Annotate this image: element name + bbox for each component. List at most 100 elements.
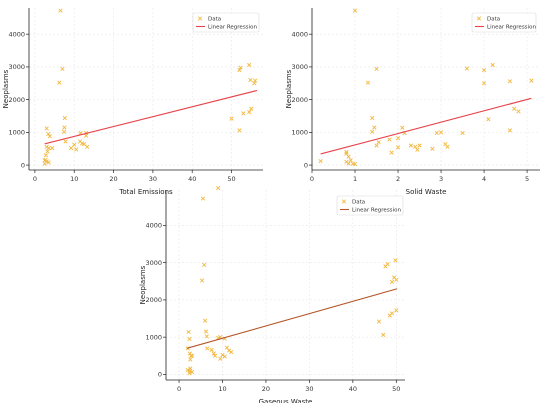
data-point [252,81,257,86]
data-point [45,149,50,154]
data-point [389,150,394,155]
data-point [389,279,395,285]
y-tick-label: 1000 [8,129,25,137]
x-tick-label: 0 [33,175,37,183]
chart-2: 0 1 2 3 4 5 0 1000 2000 3000 4000 Solid Waste Neopla… [285,8,540,196]
data-point [374,66,379,71]
data-point [393,258,398,263]
x-tick-label: 20 [109,175,117,183]
x-tick-label: 30 [305,385,313,393]
data-point [395,136,401,141]
data-point [344,151,349,156]
data-point [189,353,194,358]
legend-marker-data [341,199,347,204]
data-point [385,262,390,267]
data-point [43,153,49,158]
data-point [507,128,513,133]
y-tick-label: 3000 [145,259,162,267]
y-tick-label: 3000 [291,63,308,71]
legend-box [192,12,260,33]
legend-label-data: Data [208,17,221,23]
data-point [460,130,465,136]
data-point [200,196,206,201]
y-axis-label: Neoplasms [2,69,10,108]
data-point [203,329,209,334]
data-point [46,145,51,151]
data-point [187,336,192,342]
data-point [216,186,221,191]
chart-3: 0 10 20 30 40 50 0 1000 2000 3000 4000 Gaseous Wast… [139,186,405,403]
data-point [44,144,49,149]
data-point [189,353,195,358]
data-point [507,79,513,84]
data-point [249,106,254,111]
data-point [220,352,225,358]
data-point [187,371,192,376]
data-point [516,109,521,114]
data-point [464,66,469,71]
x-axis-label: Solid Waste [406,188,447,196]
data-point [490,62,495,68]
data-point [188,357,193,362]
data-point [434,130,439,136]
data-point [229,349,234,355]
x-tick-label: 40 [349,385,357,393]
chart-1: 0 10 20 30 40 50 0 1000 2000 3000 4000 Total Emissi… [2,8,263,196]
data-point [186,329,191,335]
data-point [248,77,253,83]
data-point [376,140,381,145]
data-point [352,8,358,13]
data-point [224,345,229,350]
y-tick-label: 2000 [145,296,162,304]
data-point [68,145,74,151]
data-point [389,311,395,316]
data-point [238,65,243,70]
x-tick-label: 20 [262,385,270,393]
legend-marker-data [197,16,203,21]
data-point [241,111,246,116]
data-point [50,145,55,151]
data-point [381,332,386,338]
data-point [47,134,52,139]
regression-line [44,89,258,145]
data-point [481,81,487,86]
legend-label-data: Data [487,17,500,23]
data-point [199,278,205,283]
data-point [481,68,487,73]
data-point [374,143,379,148]
data-point [445,144,450,149]
data-point [394,277,399,282]
legend-label-regression: Linear Regression [352,208,401,214]
data-point [486,117,491,122]
data-point [43,157,48,162]
y-tick-label: 0 [21,161,25,169]
data-point [211,351,216,356]
data-point [247,62,252,68]
y-tick-label: 0 [304,161,308,169]
data-point [42,161,47,166]
legend: Data Linear Regression [471,12,536,33]
data-point [57,80,62,85]
x-tick-label: 0 [177,385,181,393]
data-point [370,115,375,121]
data-point [204,334,209,339]
data-point [346,154,351,159]
x-tick-label: 0 [310,175,314,183]
y-tick-label: 4000 [145,222,162,230]
data-point [226,348,232,353]
data-point [348,158,353,163]
data-point [44,126,49,131]
data-point [58,8,63,13]
data-point [395,145,401,150]
data-point [370,129,375,134]
regression-line [320,97,532,155]
legend: Data Linear Regression [336,195,404,216]
y-tick-label: 1000 [291,129,308,137]
data-point [415,147,420,152]
data-point [189,370,195,375]
x-tick-label: 1 [353,175,357,183]
data-point [376,319,382,324]
data-point [209,347,214,352]
data-point [318,159,323,164]
